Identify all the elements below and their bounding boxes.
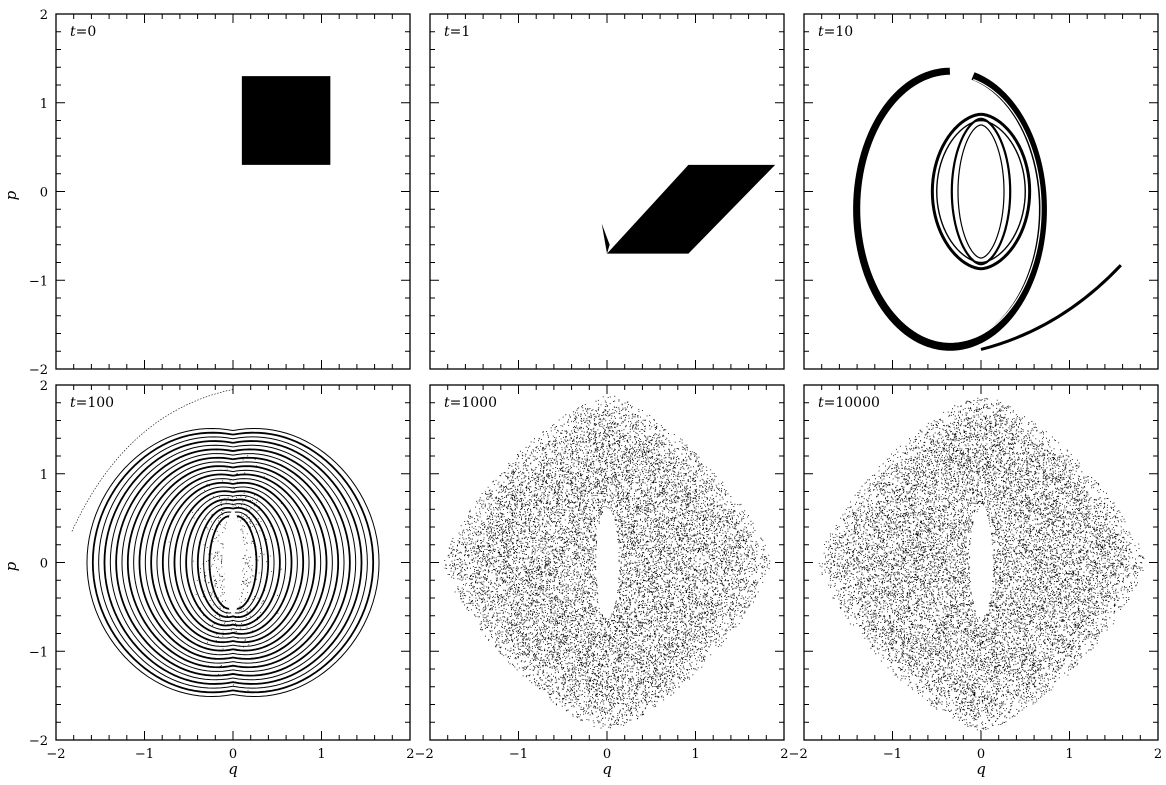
x-tick-label: 0 [977,747,985,762]
orbit-curve [168,486,298,639]
orbit-curve [191,503,275,622]
panel-time-label: t=1000 [444,395,497,411]
sheared-region [607,164,776,254]
y-tick-label: 0 [40,186,48,201]
orbit-curve [185,498,281,627]
orbit-curve [126,456,340,669]
orbit-curve [91,431,375,694]
x-tick-label: −1 [135,747,154,762]
orbit-curve [150,473,316,652]
x-tick-label: 2−2 [780,747,807,762]
outer-filament-gap [860,74,1042,343]
panel-content [601,164,776,254]
x-axis-label: q [228,760,238,778]
orbit-curve [179,494,287,631]
x-tick-label: 0 [229,747,237,762]
panel-frame [55,13,411,370]
panel-time-label: t=10000 [818,395,880,411]
panel-frame [803,384,1159,741]
panel-content [444,395,771,729]
filament-tail [980,264,1122,351]
orbit-curve [161,481,305,644]
middle-filament [936,119,1026,264]
y-tick-label: 1 [40,97,48,112]
orbit-curve [121,453,345,672]
panel-time-label: t=100 [70,395,114,411]
orbit-curve [144,469,322,656]
outer-filament [853,67,1047,351]
x-tick-label: 1 [691,747,699,762]
panel-content [241,76,331,165]
initial-square-region [241,76,331,165]
x-tick-label: 1 [1065,747,1073,762]
x-tick-label: −1 [883,747,902,762]
orbit-curve [156,478,310,647]
panel-content [71,389,380,697]
y-tick-label: 2 [40,379,48,394]
panel-time-label: t=10 [818,24,853,40]
chaotic-point-cloud [818,397,1145,731]
y-tick-label: 1 [40,468,48,483]
x-axis-label: q [976,760,986,778]
y-axis-label: p [2,561,20,571]
x-tick-label: −1 [509,747,528,762]
orbit-curve [133,461,333,664]
inner-filament [950,117,1012,266]
x-tick-label: 0 [603,747,611,762]
panel-t0: −2 −1 0 1 2 p t=0 [2,8,411,378]
panel-t10: t=10 [803,13,1159,370]
sheared-region-tail [601,223,610,254]
x-tick-label: 1 [317,747,325,762]
orbit-curve [115,448,351,677]
orbit-curve [86,428,380,697]
panel-t1: t=1 [429,13,785,370]
orbit-curve [98,436,368,689]
y-tick-label: −1 [29,274,48,289]
x-tick-label: −2 [46,747,65,762]
x-axis-label: q [602,760,612,778]
orbit-curve [173,490,293,635]
outer-faint-arc [71,389,234,532]
empty-core [224,511,242,614]
y-tick-label: 0 [40,557,48,572]
panel-frame [429,384,785,741]
panel-content [818,397,1145,731]
x-tick-label: 2 [1154,747,1162,762]
middle-filament [930,112,1032,271]
orbit-curve [138,465,328,660]
panel-t100: −2 −1 0 1 2 p −2 −1 0 1 2−2 q t=100 [2,379,434,778]
panel-content [853,67,1122,351]
inner-filament [957,124,1005,259]
panel-t1000: −1 0 1 2−2 q t=1000 [429,384,808,778]
y-tick-label: −2 [29,734,48,749]
y-tick-label: −2 [29,363,48,378]
chaotic-point-cloud [444,395,771,729]
orbit-curve [109,444,357,681]
x-tick-label: 2−2 [406,747,433,762]
orbit-curve [196,506,270,619]
orbit-curve [103,440,363,685]
panel-time-label: t=1 [444,24,470,40]
panel-time-label: t=0 [70,24,96,40]
y-axis-label: p [2,190,20,200]
panel-t10000: −1 0 1 2 q t=10000 [803,384,1162,778]
y-tick-label: 2 [40,8,48,23]
y-tick-label: −1 [29,645,48,660]
